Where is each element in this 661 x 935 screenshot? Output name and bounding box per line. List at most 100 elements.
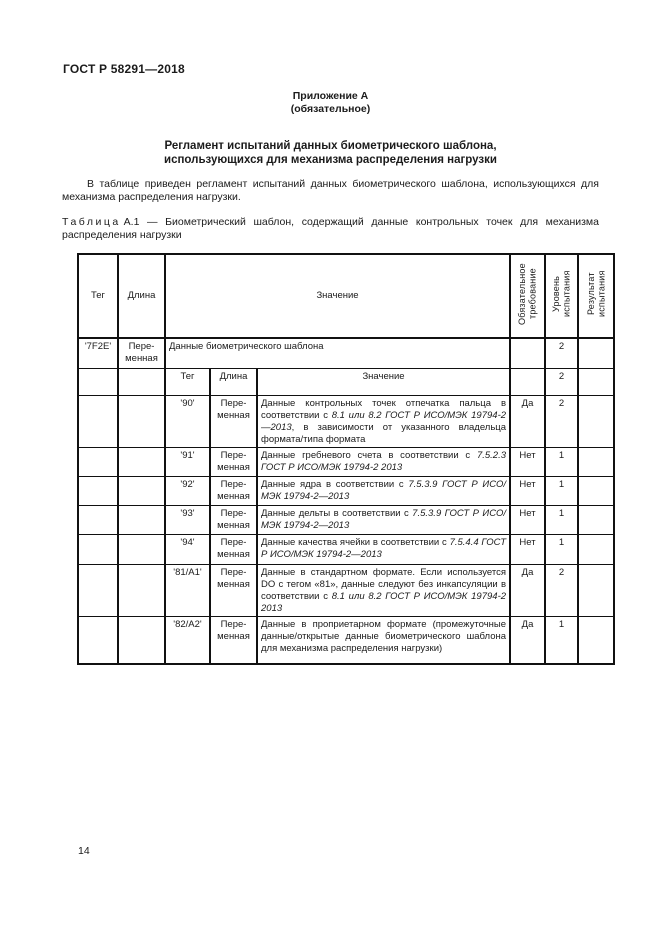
appendix-type: (обязательное) — [290, 103, 371, 115]
mandatory-cell: Нет — [509, 533, 547, 565]
table-row: '94' Пере-менная Данные качества ячейки … — [77, 533, 616, 565]
level-cell: 1 — [544, 446, 580, 477]
mandatory-cell — [509, 367, 547, 396]
biometric-template-table: Тег Длина Значение Обязательное требован… — [77, 253, 616, 665]
length-cell: Пере-менная — [209, 475, 258, 506]
outer-tag-cell — [77, 446, 119, 477]
text-segment: Данные дельты в соответствии с — [261, 507, 413, 519]
tag-cell: '81/A1' — [164, 563, 211, 617]
level-cell: 1 — [544, 533, 580, 565]
standard-reference: 8.1 или 8.2 ГОСТ Р ИСО/МЭК 19794-2 2013 — [261, 590, 507, 614]
length-cell: Пере-менная — [209, 615, 258, 665]
text-segment: Данные ядра в соответствии с — [261, 478, 409, 490]
tag-cell: '92' — [164, 475, 211, 506]
nested-header-length: Длина — [209, 367, 258, 396]
column-header-result: Результат испытания — [577, 253, 616, 339]
length-cell: Пере-менная — [209, 446, 258, 477]
appendix-heading: Приложение А (обязательное) — [0, 90, 661, 116]
value-cell: Данные дельты в соответствии с 7.5.3.9 Г… — [255, 504, 512, 535]
intro-text: В таблице приведен регламент испытаний д… — [62, 178, 599, 203]
outer-length-cell — [117, 504, 166, 535]
nested-header-row: Тег Длина Значение 2 — [77, 367, 616, 396]
value-cell: Данные в стандартном формате. Если испол… — [255, 563, 512, 617]
text-segment: Данные качества ячейки в соответствии с — [261, 536, 450, 548]
outer-tag-cell — [77, 475, 119, 506]
level-cell: 2 — [544, 337, 580, 369]
text-segment: , в зависимости от указанного владельца … — [261, 421, 507, 445]
mandatory-vertical-label: Обязательное требование — [517, 263, 538, 325]
outer-tag-cell — [77, 394, 119, 448]
table-caption-word: Таблица — [62, 216, 121, 228]
level-cell: 1 — [544, 504, 580, 535]
mandatory-cell: Да — [509, 394, 547, 448]
level-vertical-label: Уровень испытания — [551, 270, 572, 318]
standard-reference: 7.5.3.9 ГОСТ Р ИСО/МЭК 19794-2—2013 — [261, 507, 507, 531]
length-cell: Пере-менная — [209, 533, 258, 565]
page-number: 14 — [78, 845, 90, 857]
outer-length-cell — [117, 563, 166, 617]
table-row: '93' Пере-менная Данные дельты в соответ… — [77, 504, 616, 535]
column-header-length: Длина — [117, 253, 166, 339]
result-cell — [577, 446, 616, 477]
table-caption: Таблица А.1 — Биометрический шаблон, соде… — [62, 216, 599, 242]
length-cell: Пере-менная — [209, 563, 258, 617]
level-cell: 2 — [544, 394, 580, 448]
outer-tag-cell — [77, 504, 119, 535]
value-cell: Данные качества ячейки в соответствии с … — [255, 533, 512, 565]
page-title-line1: Регламент испытаний данных биометрическо… — [164, 140, 497, 152]
tag-cell: '93' — [164, 504, 211, 535]
outer-length-cell — [117, 475, 166, 506]
nested-header-value: Значение — [255, 367, 512, 396]
outer-tag-cell — [77, 563, 119, 617]
mandatory-cell: Нет — [509, 504, 547, 535]
column-header-tag: Тег — [77, 253, 119, 339]
value-cell: Данные гребневого счета в соответствии с… — [255, 446, 512, 477]
column-header-level: Уровень испытания — [544, 253, 580, 339]
level-cell: 1 — [544, 615, 580, 665]
length-cell: Пере-менная — [117, 337, 166, 369]
outer-length-cell — [117, 394, 166, 448]
outer-tag-cell — [77, 615, 119, 665]
mandatory-cell: Да — [509, 563, 547, 617]
mandatory-cell — [509, 337, 547, 369]
level-cell: 1 — [544, 475, 580, 506]
text-segment: Данные гребневого счета в соответствии с — [261, 449, 477, 461]
tag-cell: '82/A2' — [164, 615, 211, 665]
nested-header-tag: Тег — [164, 367, 211, 396]
tag-cell — [77, 367, 119, 396]
mandatory-cell: Нет — [509, 446, 547, 477]
tag-cell: '7F2E' — [77, 337, 119, 369]
text-segment: Данные контрольных точек отпечатка пальц… — [261, 397, 507, 421]
outer-length-cell — [117, 446, 166, 477]
table-row: '91' Пере-менная Данные гребневого счета… — [77, 446, 616, 477]
result-vertical-label: Результат испытания — [585, 270, 607, 318]
standard-reference: 7.5.4.4 ГОСТ Р ИСО/МЭК 19794-2—2013 — [261, 536, 507, 560]
page-title: Регламент испытаний данных биометрическо… — [0, 139, 661, 167]
outer-tag-cell — [77, 533, 119, 565]
standard-reference: 7.5.3.9 ГОСТ Р ИСО/МЭК 19794-2—2013 — [261, 478, 506, 502]
result-cell — [577, 367, 616, 396]
tag-cell: '91' — [164, 446, 211, 477]
result-cell — [577, 337, 616, 369]
value-cell: Данные контрольных точек отпечатка пальц… — [255, 394, 512, 448]
standard-reference: 8.1 или 8.2 ГОСТ Р ИСО/МЭК 19794-2—2013 — [261, 409, 507, 433]
mandatory-cell: Да — [509, 615, 547, 665]
text-segment: Данные в проприетарном формате (промежут… — [261, 618, 507, 654]
result-cell — [577, 504, 616, 535]
level-cell: 2 — [544, 367, 580, 396]
page-title-line2: использующихся для механизма распределен… — [164, 154, 497, 166]
value-cell: Данные ядра в соответствии с 7.5.3.9 ГОС… — [255, 475, 512, 506]
table-row: '7F2E' Пере-менная Данные биометрическог… — [77, 337, 616, 369]
table-caption-text: А.1 — Биометрический шаблон, содержащий … — [62, 216, 599, 241]
result-cell — [577, 533, 616, 565]
standard-reference: 7.5.2.3 ГОСТ Р ИСО/МЭК 19794-2 2013 — [261, 449, 507, 473]
appendix-title: Приложение А — [292, 90, 369, 102]
length-cell — [117, 367, 166, 396]
result-cell — [577, 394, 616, 448]
column-header-value: Значение — [163, 253, 512, 339]
value-cell: Данные биометрического шаблона — [163, 337, 512, 369]
value-cell: Данные в проприетарном формате (промежут… — [255, 615, 512, 665]
table-header-row: Тег Длина Значение Обязательное требован… — [77, 253, 616, 339]
length-cell: Пере-менная — [209, 504, 258, 535]
